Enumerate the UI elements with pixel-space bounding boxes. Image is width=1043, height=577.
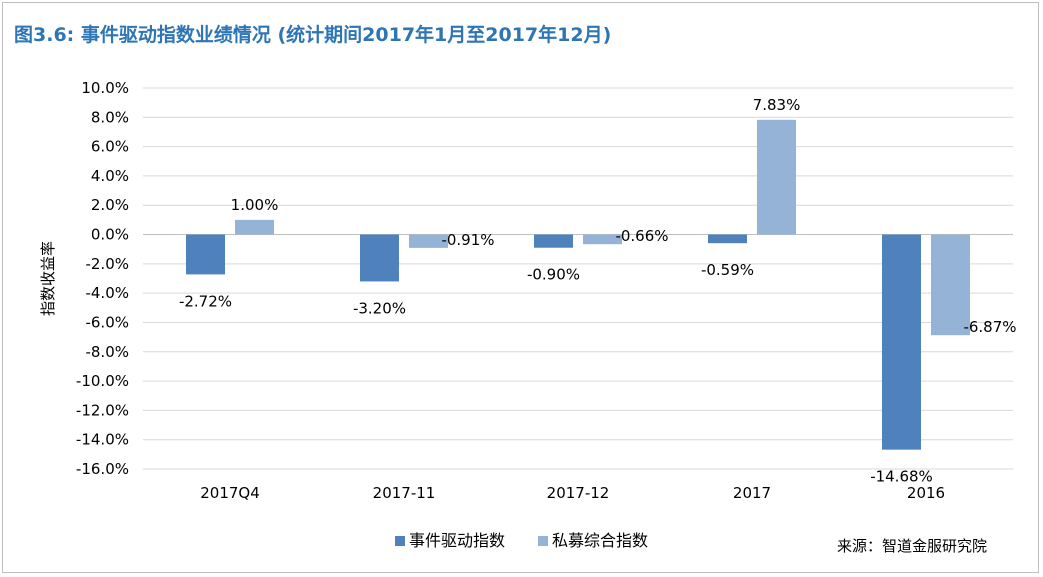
legend-swatch (395, 536, 405, 546)
legend: 事件驱动指数 私募综合指数 (395, 531, 648, 550)
y-tick-label: 8.0% (91, 108, 129, 126)
data-label: -14.68% (870, 468, 933, 486)
data-labels: -2.72% 1.00% -3.20% -0.91% -0.90% -0.66% -0.59… (179, 96, 1017, 486)
y-tick-label: -4.0% (85, 284, 129, 302)
data-label: -0.59% (701, 261, 754, 279)
legend-swatch (538, 536, 548, 546)
x-tick-label: 2017-11 (373, 484, 436, 502)
x-tick-label: 2017Q4 (200, 484, 260, 502)
y-tick-label: 4.0% (91, 167, 129, 185)
bars (186, 119, 970, 450)
bar-event-driven (708, 234, 747, 244)
data-label: 1.00% (231, 196, 279, 214)
bar-event-driven (882, 234, 921, 450)
source-note: 来源：智道金服研究院 (837, 537, 988, 555)
bar-private-composite (931, 234, 970, 336)
y-axis-label: 指数收益率 (39, 241, 57, 316)
legend-label: 事件驱动指数 (409, 531, 505, 550)
y-tick-label: 2.0% (91, 196, 129, 214)
data-label: -0.90% (527, 266, 580, 284)
y-tick-label: 0.0% (91, 226, 129, 244)
data-label: -6.87% (963, 318, 1016, 336)
y-axis-ticks: 10.0% 8.0% 6.0% 4.0% 2.0% 0.0% -2.0% -4.0% -6.0%… (76, 79, 129, 478)
data-label: -3.20% (353, 299, 406, 317)
legend-label: 私募综合指数 (552, 531, 648, 550)
chart-title: 图3.6: 事件驱动指数业绩情况 (统计期间2017年1月至2017年12月) (14, 24, 612, 46)
x-axis-ticks: 2017Q4 2017-11 2017-12 2017 2016 (200, 484, 945, 502)
bar-event-driven (360, 234, 399, 282)
x-tick-label: 2017-12 (547, 484, 610, 502)
bar-event-driven (186, 234, 225, 275)
y-tick-label: 10.0% (81, 79, 129, 97)
x-tick-label: 2017 (733, 484, 771, 502)
y-tick-label: -6.0% (85, 313, 129, 331)
data-label: -0.91% (441, 231, 494, 249)
y-tick-label: -16.0% (76, 460, 129, 478)
bar-event-driven (534, 234, 573, 248)
bar-private-composite (757, 119, 796, 235)
y-tick-label: -8.0% (85, 343, 129, 361)
y-tick-label: -2.0% (85, 255, 129, 273)
data-label: 7.83% (753, 96, 801, 114)
bar-private-composite (583, 234, 622, 245)
bar-private-composite (235, 219, 274, 235)
y-tick-label: 6.0% (91, 138, 129, 156)
data-label: -0.66% (615, 227, 668, 245)
x-tick-label: 2016 (907, 484, 945, 502)
gridlines (143, 87, 1013, 470)
y-tick-label: -14.0% (76, 431, 129, 449)
y-tick-label: -10.0% (76, 372, 129, 390)
y-tick-label: -12.0% (76, 401, 129, 419)
data-label: -2.72% (179, 292, 232, 310)
bar-private-composite (409, 234, 448, 248)
